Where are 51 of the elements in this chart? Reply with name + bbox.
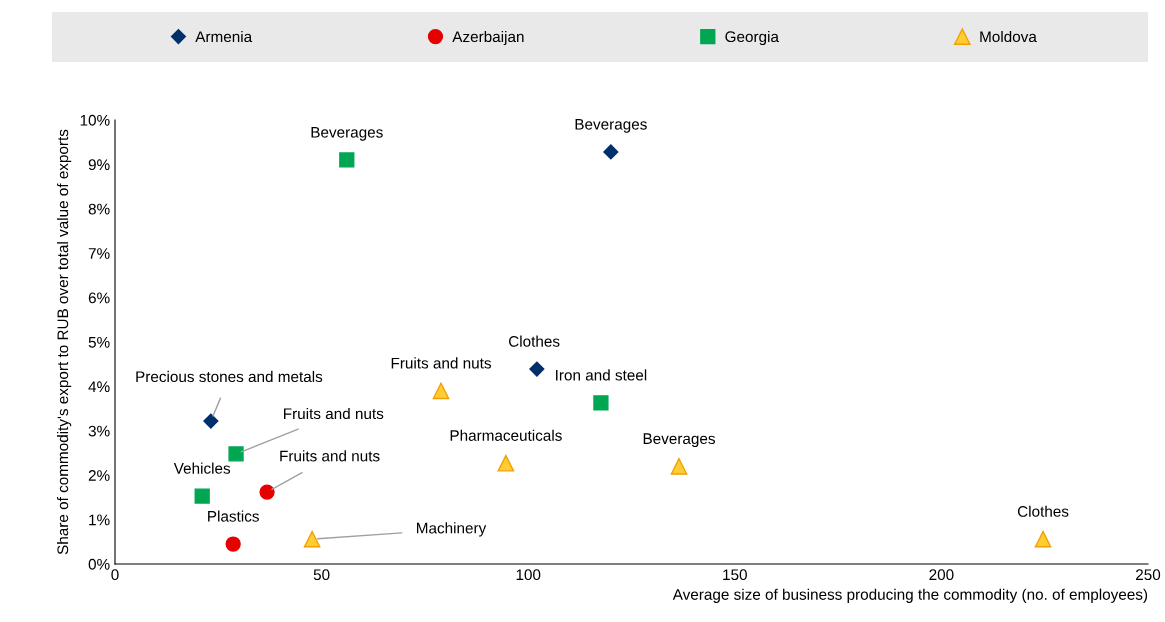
point — [339, 152, 355, 168]
point — [603, 144, 619, 160]
x-tick-label: 200 — [929, 569, 954, 581]
x-tick-label: 100 — [516, 569, 541, 581]
point — [593, 395, 609, 411]
y-tick-label: 3% — [88, 425, 110, 437]
point — [228, 446, 244, 462]
y-tick-label: 1% — [89, 514, 110, 526]
annotation: Fruits and nuts — [284, 407, 384, 420]
point — [432, 382, 450, 400]
annotation: Iron and steel — [556, 369, 647, 381]
legend-label: Georgia — [725, 30, 779, 46]
y-tick-label: 6% — [88, 292, 110, 304]
y-axis-title: Share of commodity's export to RUB over total value of exports — [56, 129, 72, 555]
y-tick-label: 4% — [88, 381, 110, 393]
point — [529, 361, 545, 377]
annotation: Fruits and nuts — [391, 357, 491, 369]
y-tick-label: 9% — [88, 159, 110, 171]
point — [194, 488, 210, 504]
point — [203, 413, 219, 429]
y-tick-label: 0% — [88, 558, 110, 570]
annotation: Pharmaceuticals — [450, 429, 562, 441]
x-tick-label: 50 — [313, 569, 330, 581]
point — [225, 536, 241, 552]
legend-label: Moldova — [980, 30, 1037, 43]
point — [1034, 530, 1052, 548]
point — [259, 484, 275, 500]
legend-label: Azerbaijan — [452, 30, 524, 46]
x-axis-title: Average size of business producing the commodity (no. of employees) — [672, 588, 1148, 603]
x-tick-label: 250 — [1136, 569, 1161, 581]
y-tick-label: 10% — [80, 114, 110, 126]
y-tick-label: 2% — [88, 470, 110, 481]
x-tick-label: 0 — [111, 569, 119, 581]
point — [497, 454, 515, 472]
annotation: Beverages — [311, 127, 383, 141]
annotation: Beverages — [643, 433, 715, 448]
y-tick-label: 8% — [88, 203, 110, 215]
annotation: Beverages — [575, 119, 647, 133]
annotation: Clothes — [508, 335, 560, 347]
x-tick-label: 150 — [723, 569, 747, 581]
y-tick-label: 7% — [88, 248, 110, 259]
annotation: Fruits and nuts — [280, 450, 380, 462]
annotation: Precious stones and metals — [136, 370, 323, 383]
y-tick-label: 5% — [88, 336, 110, 348]
annotation: Machinery — [417, 522, 487, 537]
annotation: Plastics — [208, 510, 259, 522]
annotation: Vehicles — [173, 462, 231, 474]
annotation: Clothes — [1017, 505, 1069, 517]
legend-label: Armenia — [195, 30, 253, 43]
point — [670, 457, 688, 475]
point — [303, 530, 321, 548]
